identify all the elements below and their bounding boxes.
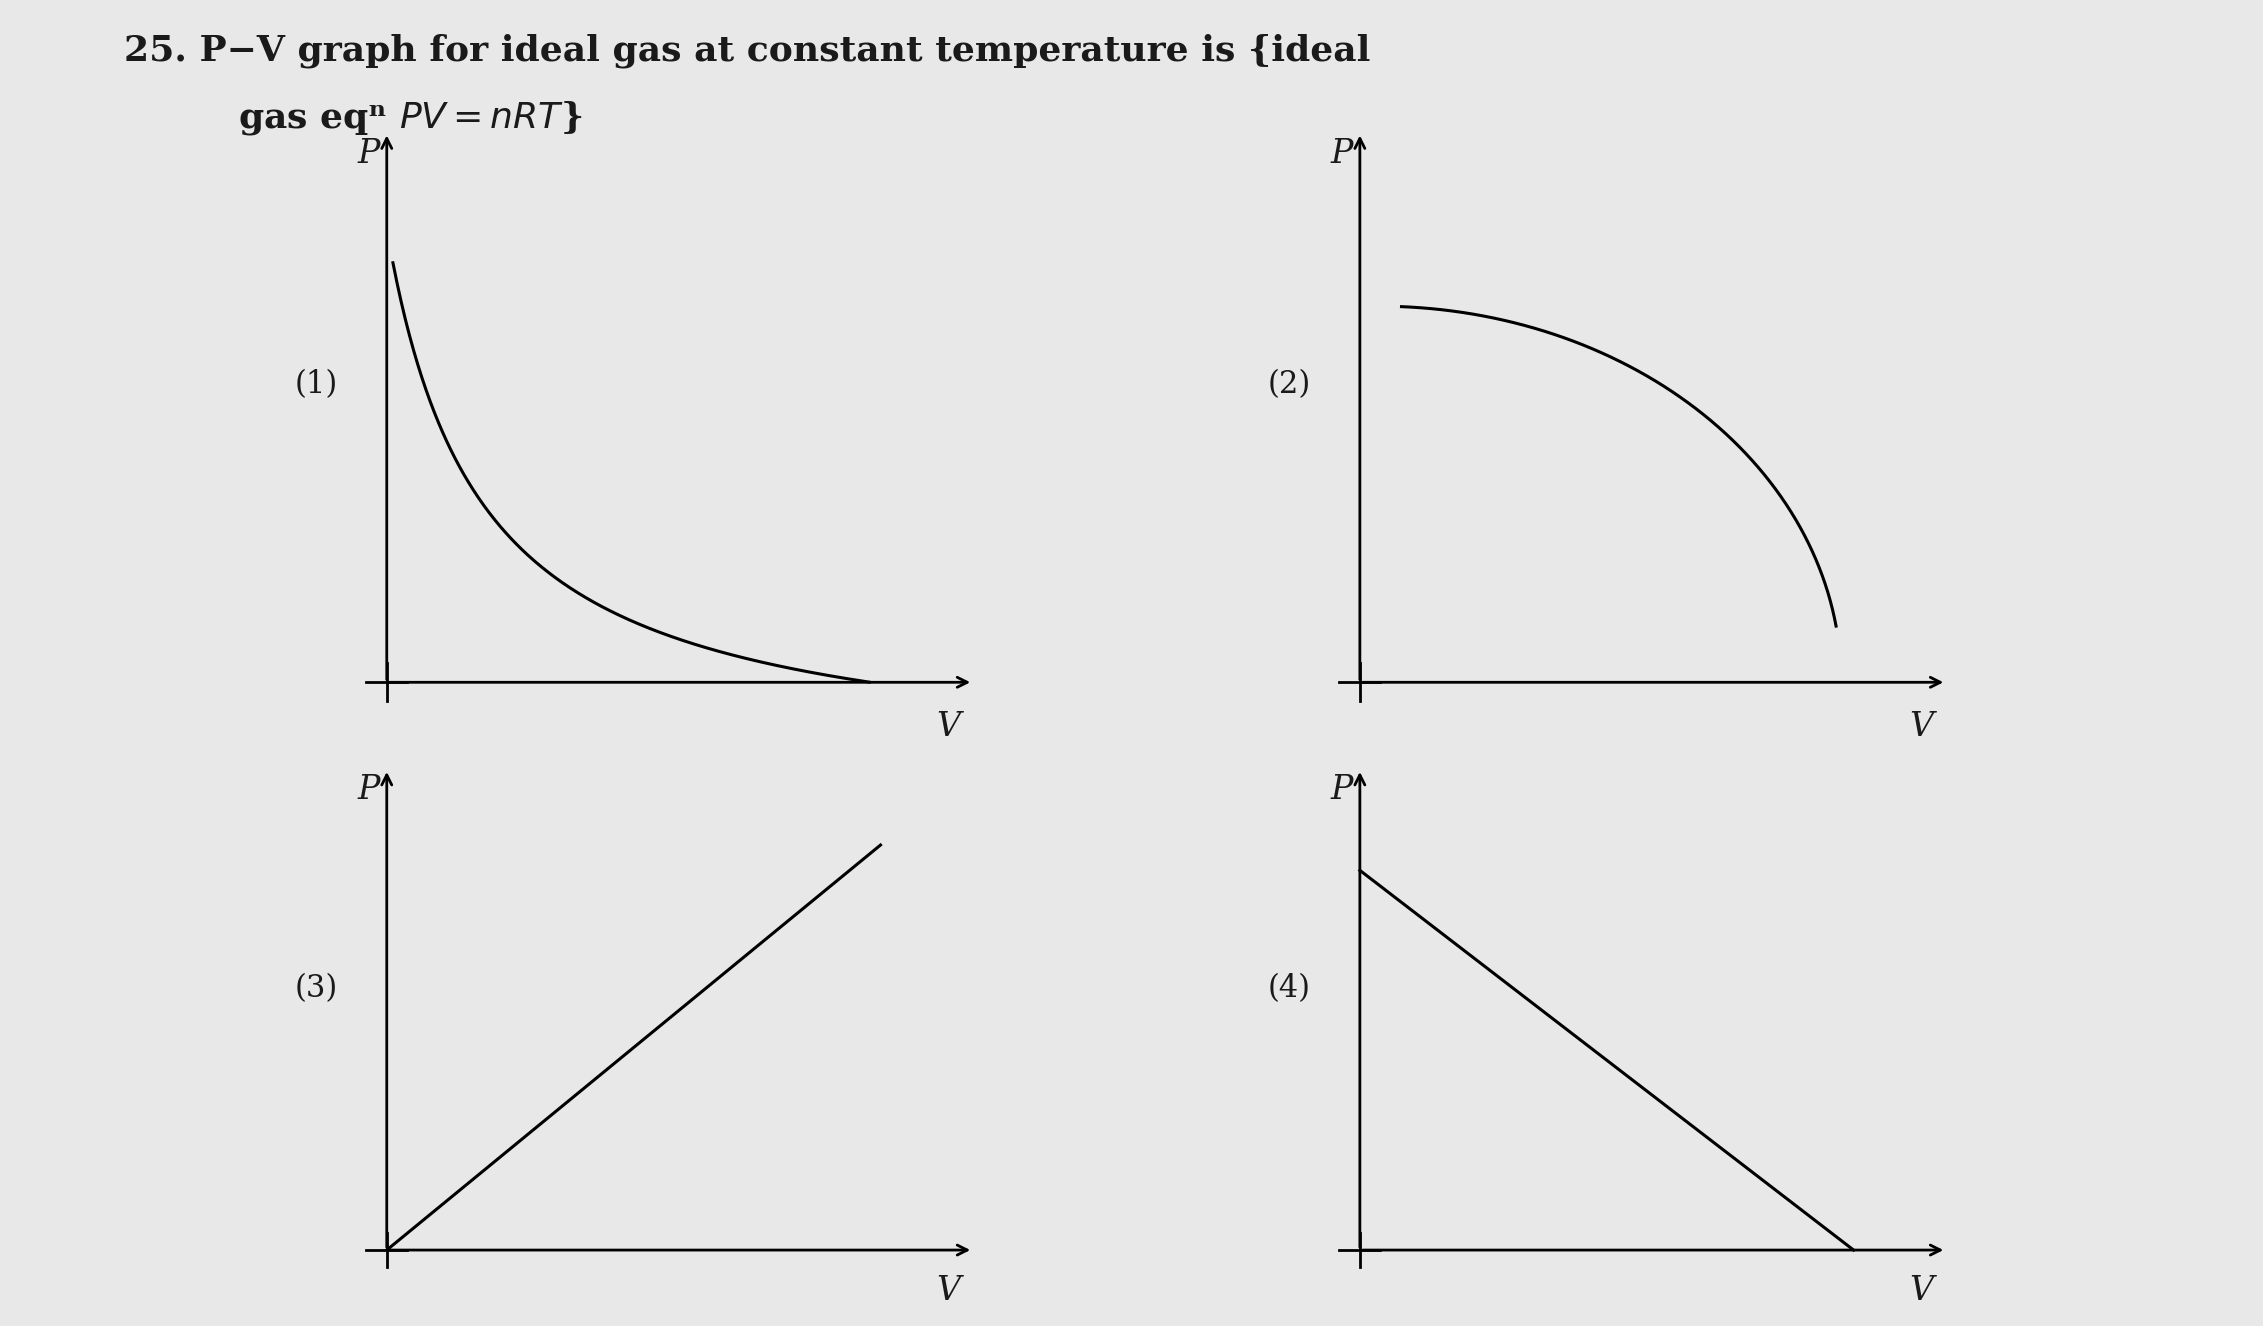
Text: P: P [1331,774,1353,806]
Text: V: V [937,1276,962,1307]
Text: (1): (1) [294,369,337,400]
Text: P: P [358,774,380,806]
Text: gas eqⁿ $PV = nRT$}: gas eqⁿ $PV = nRT$} [238,99,582,138]
Text: V: V [1910,1276,1935,1307]
Text: V: V [937,711,962,743]
Text: P: P [1331,138,1353,170]
Text: 25. P−V graph for ideal gas at constant temperature is {ideal: 25. P−V graph for ideal gas at constant … [124,33,1371,68]
Text: (4): (4) [1267,973,1310,1004]
Text: (2): (2) [1267,369,1310,400]
Text: P: P [358,138,380,170]
Text: V: V [1910,711,1935,743]
Text: (3): (3) [294,973,337,1004]
